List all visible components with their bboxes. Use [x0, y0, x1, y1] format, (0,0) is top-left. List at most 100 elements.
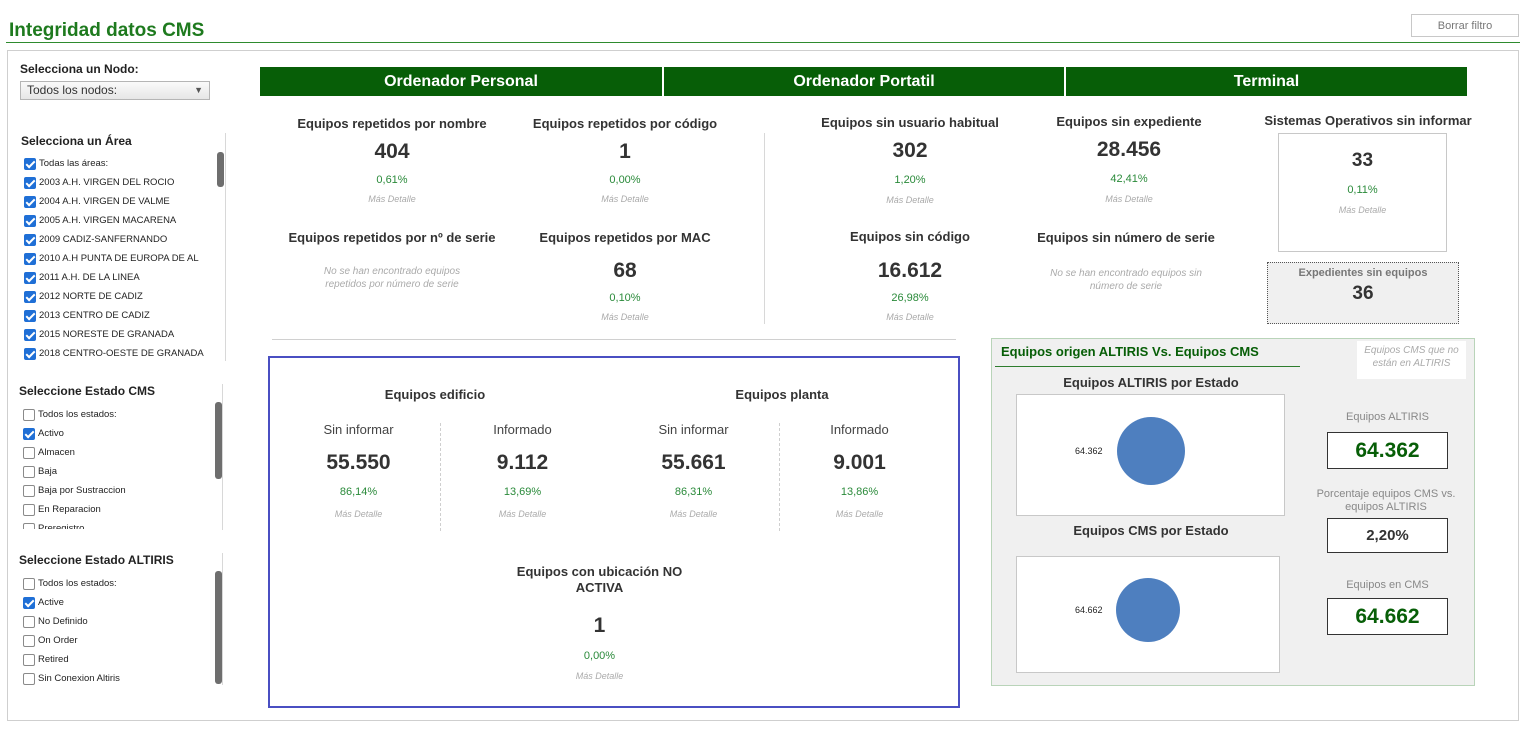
cms-status-option[interactable]: En Reparacion	[19, 500, 219, 519]
sub-label: Informado	[830, 422, 889, 437]
detail-link[interactable]: Más Detalle	[886, 312, 934, 322]
checkbox[interactable]	[24, 271, 36, 284]
checkbox[interactable]	[23, 672, 35, 685]
metric-title: Equipos repetidos por nº de serie	[288, 230, 496, 245]
option-label: On Order	[38, 635, 78, 646]
checkbox[interactable]	[24, 214, 36, 227]
clear-filter-button[interactable]: Borrar filtro	[1411, 14, 1519, 37]
checkbox[interactable]	[23, 465, 35, 478]
detail-link[interactable]: Más Detalle	[886, 195, 934, 205]
checkbox[interactable]	[24, 347, 36, 360]
checkbox[interactable]	[24, 176, 36, 189]
altiris-status-option[interactable]: Active	[19, 593, 219, 612]
chevron-down-icon: ▼	[194, 85, 203, 95]
metric-title: Sistemas Operativos sin informar	[1264, 113, 1472, 128]
area-option[interactable]: 2015 NORESTE DE GRANADA	[20, 325, 220, 344]
cms-scrollbar-track[interactable]	[222, 384, 223, 530]
metric-repetidos-mac[interactable]: Equipos repetidos por MAC 68 0,10% Más D…	[515, 230, 735, 322]
node-select[interactable]: Todos los nodos: ▼	[20, 81, 210, 100]
area-option[interactable]: 2004 A.H. VIRGEN DE VALME	[20, 192, 220, 211]
checkbox[interactable]	[23, 427, 35, 440]
checkbox[interactable]	[24, 290, 36, 303]
cms-status-option[interactable]: Baja	[19, 462, 219, 481]
detail-link[interactable]: Más Detalle	[601, 194, 649, 204]
checkbox[interactable]	[23, 503, 35, 516]
altiris-status-option[interactable]: Retired	[19, 650, 219, 669]
metric-value: 55.661	[661, 451, 726, 474]
detail-link[interactable]: Más Detalle	[601, 312, 649, 322]
area-option[interactable]: 2009 CADIZ-SANFERNANDO	[20, 230, 220, 249]
detail-link[interactable]: Más Detalle	[1105, 194, 1153, 204]
area-option[interactable]: 2003 A.H. VIRGEN DEL ROCIO	[20, 173, 220, 192]
metric-sin-usuario[interactable]: Equipos sin usuario habitual 302 1,20% M…	[800, 115, 1020, 205]
area-option[interactable]: Todas las áreas:	[20, 154, 220, 173]
altiris-status-option[interactable]: No Definido	[19, 612, 219, 631]
checkbox[interactable]	[23, 522, 35, 529]
cms-status-option[interactable]: Baja por Sustraccion	[19, 481, 219, 500]
cms-scrollbar-thumb[interactable]	[215, 402, 222, 479]
option-label: Almacen	[38, 447, 75, 458]
checkbox[interactable]	[23, 446, 35, 459]
metric-percent: 26,98%	[891, 292, 929, 304]
altiris-scrollbar-track[interactable]	[222, 553, 223, 685]
detail-link[interactable]: Más Detalle	[575, 671, 624, 681]
area-option[interactable]: 2005 A.H. VIRGEN MACARENA	[20, 211, 220, 230]
metric-so-sin-informar[interactable]: 33 0,11% Más Detalle	[1278, 133, 1447, 252]
checkbox[interactable]	[24, 157, 36, 170]
checkbox[interactable]	[24, 309, 36, 322]
detail-link[interactable]: Más Detalle	[334, 509, 383, 519]
tab-ordenador-portatil[interactable]: Ordenador Portatil	[664, 67, 1064, 96]
detail-link[interactable]: Más Detalle	[498, 509, 547, 519]
checkbox[interactable]	[23, 634, 35, 647]
pie-slice[interactable]	[1116, 578, 1180, 642]
metric-title: Expedientes sin equipos	[1298, 267, 1428, 279]
metric-sin-codigo[interactable]: Equipos sin código 16.612 26,98% Más Det…	[800, 229, 1020, 322]
area-option[interactable]: 2013 CENTRO DE CADIZ	[20, 306, 220, 325]
area-scrollbar-track[interactable]	[225, 133, 226, 361]
altiris-scrollbar-thumb[interactable]	[215, 571, 222, 684]
area-option[interactable]: 2011 A.H. DE LA LINEA	[20, 268, 220, 287]
cms-status-option[interactable]: Preregistro	[19, 519, 219, 529]
area-option[interactable]: 2010 A.H PUNTA DE EUROPA DE AL	[20, 249, 220, 268]
checkbox[interactable]	[24, 252, 36, 265]
ubicacion-no-activa[interactable]: Equipos con ubicación NO ACTIVA 1 0,00% …	[507, 564, 692, 681]
metric-repetidos-nombre[interactable]: Equipos repetidos por nombre 404 0,61% M…	[282, 116, 502, 204]
detail-link[interactable]: Más Detalle	[368, 194, 416, 204]
tab-ordenador-personal[interactable]: Ordenador Personal	[260, 67, 662, 96]
tab-cms-not-in-altiris[interactable]: Equipos CMS que no están en ALTIRIS	[1357, 341, 1466, 379]
sub-label: Informado	[493, 422, 552, 437]
planta-sin-informar[interactable]: Sin informar 55.661 86,31% Más Detalle	[626, 422, 761, 519]
checkbox[interactable]	[24, 328, 36, 341]
area-scrollbar-thumb[interactable]	[217, 152, 224, 187]
area-option[interactable]: 2018 CENTRO-OESTE DE GRANADA	[20, 344, 220, 361]
altiris-status-option[interactable]: Sin Conexion Altiris	[19, 669, 219, 688]
cms-status-option[interactable]: Almacen	[19, 443, 219, 462]
detail-link[interactable]: Más Detalle	[669, 509, 718, 519]
checkbox[interactable]	[24, 195, 36, 208]
checkbox[interactable]	[23, 653, 35, 666]
altiris-status-option[interactable]: Todos los estados:	[19, 574, 219, 593]
planta-informado[interactable]: Informado 9.001 13,86% Más Detalle	[792, 422, 927, 519]
checkbox[interactable]	[23, 484, 35, 497]
detail-link[interactable]: Más Detalle	[1338, 205, 1387, 215]
metric-repetidos-codigo[interactable]: Equipos repetidos por código 1 0,00% Más…	[515, 116, 735, 204]
tab-terminal[interactable]: Terminal	[1066, 67, 1467, 96]
checkbox[interactable]	[23, 596, 35, 609]
detail-link[interactable]: Más Detalle	[835, 509, 884, 519]
edificio-sin-informar[interactable]: Sin informar 55.550 86,14% Más Detalle	[291, 422, 426, 519]
checkbox[interactable]	[23, 615, 35, 628]
tab-altiris-vs-cms[interactable]: Equipos origen ALTIRIS Vs. Equipos CMS	[1001, 344, 1259, 359]
metric-empty-note: No se han encontrado equipos sin número …	[1050, 268, 1202, 292]
metric-sin-expediente[interactable]: Equipos sin expediente 28.456 42,41% Más…	[1019, 114, 1239, 204]
altiris-status-option[interactable]: On Order	[19, 631, 219, 650]
area-option[interactable]: 2012 NORTE DE CADIZ	[20, 287, 220, 306]
checkbox[interactable]	[24, 233, 36, 246]
cms-status-option[interactable]: Activo	[19, 424, 219, 443]
checkbox[interactable]	[23, 408, 35, 421]
metric-value: 68	[613, 259, 637, 282]
checkbox[interactable]	[23, 577, 35, 590]
pie-slice[interactable]	[1117, 417, 1185, 485]
cms-status-option[interactable]: Todos los estados:	[19, 405, 219, 424]
metric-expedientes-sin-equipos[interactable]: Expedientes sin equipos 36	[1267, 262, 1459, 324]
edificio-informado[interactable]: Informado 9.112 13,69% Más Detalle	[455, 422, 590, 519]
